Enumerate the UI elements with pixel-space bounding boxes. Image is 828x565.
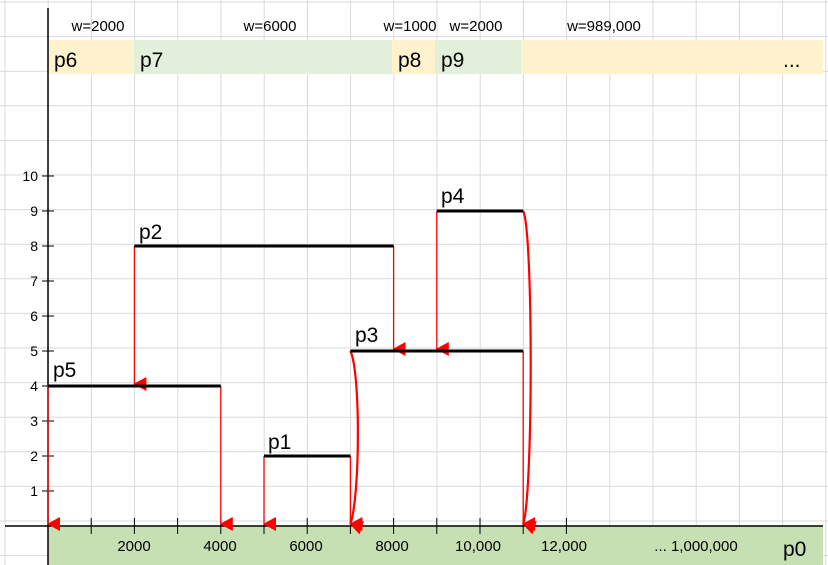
- curved-arrows: [349, 210, 537, 535]
- segment-label: p3: [355, 324, 378, 347]
- y-tick-label: 2: [30, 448, 38, 464]
- partition-label: p9: [441, 49, 464, 72]
- partition-label: p8: [398, 49, 421, 72]
- y-tick-label: 5: [30, 343, 38, 359]
- x-tick-label: 6000: [289, 538, 322, 555]
- x-tick-label: ... 1,000,000: [654, 538, 737, 555]
- y-tick-label: 10: [22, 168, 38, 184]
- segment-label: p4: [441, 185, 465, 208]
- y-tick-label: 9: [30, 203, 38, 219]
- x-tick-label: 12,000: [541, 538, 587, 555]
- x-tick-label: 4000: [203, 538, 236, 555]
- segment-label: p2: [139, 221, 162, 244]
- y-tick-label: 7: [30, 273, 38, 289]
- x-tick-label: 10,000: [455, 538, 501, 555]
- partition-2-cell: [392, 40, 435, 74]
- partition-label: p6: [54, 49, 77, 72]
- curved-arrow: [349, 350, 364, 535]
- curved-arrow: [522, 210, 537, 535]
- x-tick-label: 2000: [117, 538, 150, 555]
- partition-0-cell: [48, 40, 134, 74]
- partition-width-label: w=989,000: [566, 18, 641, 35]
- partition-4-cell: [521, 40, 823, 74]
- partition-width-label: w=2000: [449, 18, 503, 35]
- base-label: p0: [783, 538, 806, 561]
- y-tick-label: 1: [30, 483, 38, 499]
- partition-1-cell: [134, 40, 392, 74]
- segment-label: p1: [268, 431, 291, 454]
- y-tick-label: 8: [30, 238, 38, 254]
- partition-width-label: w=1000: [383, 18, 437, 35]
- partition-width-label: w=6000: [243, 18, 297, 35]
- partition-label: ...: [783, 49, 801, 72]
- y-tick-label: 4: [30, 378, 38, 394]
- partition-label: p7: [140, 49, 163, 72]
- drop-arrows: [47, 211, 536, 531]
- segment-label: p5: [53, 359, 76, 382]
- x-axis-ticks: 2000 4000 6000 8000 10,000 12,000 ... 1,000,00…: [90, 518, 738, 555]
- segments: p1 p2 p3 p4 p5: [48, 185, 524, 458]
- y-tick-label: 3: [30, 413, 38, 429]
- partition-width-label: w=2000: [71, 18, 125, 35]
- partition-3-cell: [435, 40, 521, 74]
- axes: [5, 8, 823, 565]
- y-tick-label: 6: [30, 308, 38, 324]
- y-axis-ticks: 1 2 3 4 5 6 7 8 9 10: [22, 168, 54, 499]
- x-tick-label: 8000: [375, 538, 408, 555]
